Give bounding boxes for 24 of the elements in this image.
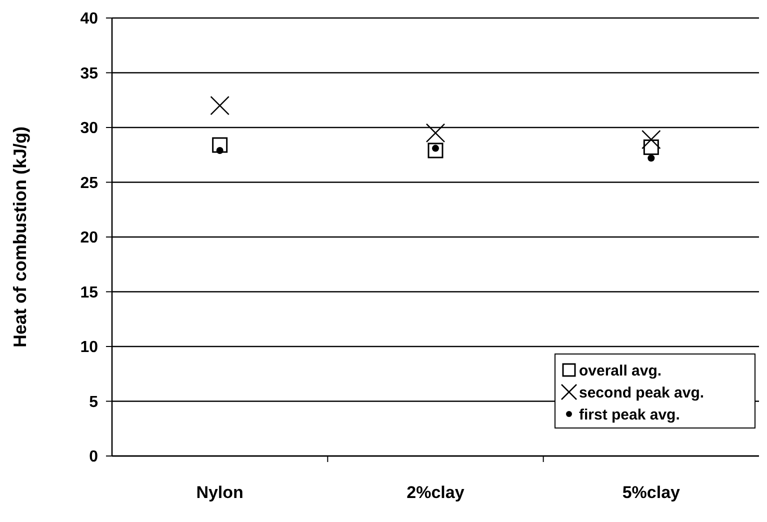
y-tick-label: 25 [80,174,98,192]
point [210,96,230,116]
y-tick-label: 10 [80,339,98,356]
x-tick-label: Nylon [196,483,244,502]
y-tick-label: 5 [89,394,98,411]
point [648,154,655,162]
point [216,146,224,154]
y-axis-title: Heat of combustion (kJ/g) [10,126,30,348]
point [642,130,661,150]
legend-label: overall avg. [579,362,662,380]
y-tick-label: 40 [80,10,98,28]
x-tick-label: 5%clay [622,483,681,502]
legend-label: first peak avg. [579,406,680,424]
point [212,137,228,153]
point [426,123,446,143]
y-tick-label: 0 [89,448,98,466]
y-tick-label: 35 [80,65,98,82]
y-tick-label: 15 [80,284,98,302]
x-tick-label: 2%clay [406,483,465,502]
point [428,142,444,158]
y-tick-label: 30 [80,120,98,138]
legend-label: second peak avg. [579,384,704,402]
y-tick-label: 20 [80,230,98,247]
point [643,139,659,155]
